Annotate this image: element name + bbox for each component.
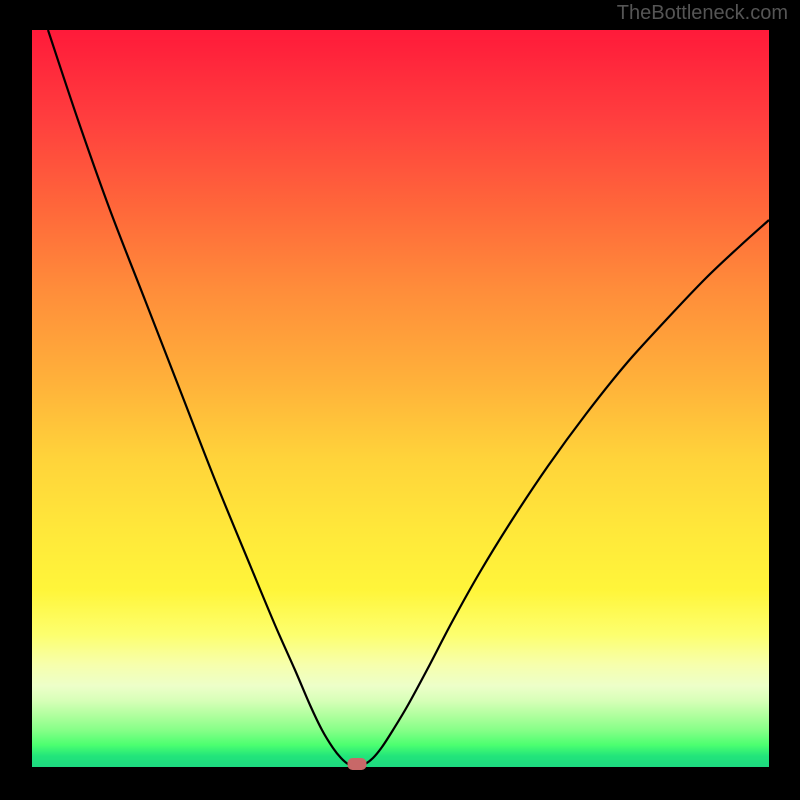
bottleneck-marker xyxy=(348,758,367,770)
watermark-text: TheBottleneck.com xyxy=(617,2,788,25)
plot-gradient-area xyxy=(32,30,769,767)
